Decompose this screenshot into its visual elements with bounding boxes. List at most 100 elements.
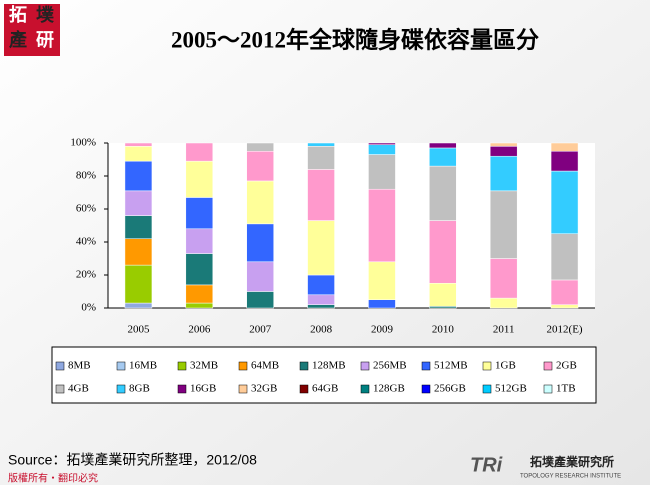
legend-swatch — [543, 384, 553, 394]
y-tick-label: 40% — [76, 236, 96, 248]
bar-segment — [429, 220, 457, 284]
bar-segment — [185, 160, 214, 198]
bar-segment — [489, 297, 518, 309]
legend-swatch — [360, 384, 370, 394]
legend-label: 1GB — [495, 360, 516, 372]
legend-swatch — [116, 361, 126, 371]
legend-label: 256GB — [434, 383, 466, 395]
y-tick-label: 20% — [76, 269, 96, 281]
y-tick-label: 60% — [76, 203, 96, 215]
bar-segment — [550, 279, 579, 305]
bar-segment — [550, 142, 579, 152]
chart-title: 2005～2012年全球隨身碟依容量區分 — [171, 26, 539, 52]
bar-segment — [246, 291, 274, 309]
legend-swatch — [360, 361, 370, 371]
legend-label: 2GB — [556, 360, 577, 372]
bar-segment — [124, 302, 153, 309]
logo: 拓 墣 產 研 — [4, 4, 60, 56]
legend-label: 16GB — [190, 383, 216, 395]
bar-segment — [489, 155, 518, 192]
bar-segment — [185, 228, 214, 254]
bar-segment — [489, 258, 518, 299]
bar-segment — [307, 220, 335, 276]
legend-swatch — [482, 384, 492, 394]
bar-segment — [185, 142, 214, 162]
legend-label: 16MB — [129, 360, 157, 372]
bar-segment — [124, 142, 153, 147]
legend-label: 4GB — [68, 383, 89, 395]
bar-segment — [368, 154, 396, 190]
bar-segment — [246, 261, 274, 292]
plot-area — [108, 143, 595, 308]
bar-segment — [124, 238, 153, 266]
bar-segment — [489, 146, 518, 157]
legend-label: 64MB — [251, 360, 279, 372]
y-tick-label: 100% — [70, 137, 96, 149]
brand-english: TOPOLOGY RESEARCH INSTITUTE — [520, 474, 621, 480]
bar-segment — [185, 253, 214, 286]
legend-swatch — [421, 384, 431, 394]
bar-segment — [550, 233, 579, 281]
legend-label: 1TB — [556, 383, 576, 395]
bar-segment — [307, 274, 335, 296]
bar-segment — [368, 142, 396, 145]
bar-segment — [246, 223, 274, 263]
legend-label: 32GB — [251, 383, 277, 395]
logo-char: 墣 — [36, 5, 54, 25]
bar-segment — [489, 142, 518, 147]
bar-segment — [124, 190, 153, 216]
bar-segment — [307, 169, 335, 221]
bar-segment — [246, 151, 274, 182]
bar-segment — [429, 165, 457, 221]
legend — [51, 346, 597, 404]
legend-label: 128MB — [312, 360, 346, 372]
legend-swatch — [238, 361, 248, 371]
legend-label: 8MB — [68, 360, 91, 372]
legend-label: 32MB — [190, 360, 218, 372]
logo-box — [4, 4, 60, 56]
bar-segment — [550, 151, 579, 172]
bar-segment — [429, 142, 457, 149]
bar-segment — [368, 299, 396, 309]
legend-swatch — [116, 384, 126, 394]
legend-label: 8GB — [129, 383, 150, 395]
logo-char: 產 — [9, 29, 27, 50]
bar-segment — [246, 180, 274, 225]
bar-segment — [368, 144, 396, 155]
x-tick-label: 2012(E) — [547, 324, 583, 336]
bar-segment — [307, 304, 335, 309]
bar-segment — [124, 215, 153, 239]
legend-label: 64GB — [312, 383, 338, 395]
logo-char: 研 — [36, 30, 54, 50]
legend-swatch — [177, 361, 187, 371]
bar-segment — [550, 304, 579, 309]
source: Source：拓墣產業研究所整理，2012/08 — [8, 452, 257, 468]
legend-swatch — [543, 361, 553, 371]
x-tick-label: 2011 — [493, 324, 515, 336]
footer: 版權所有・翻印必究 — [8, 472, 98, 485]
legend-label: 128GB — [373, 383, 405, 395]
legend-swatch — [55, 384, 65, 394]
legend-label: 256MB — [373, 360, 407, 372]
bar-segment — [307, 146, 335, 170]
x-tick-label: 2005 — [127, 324, 150, 336]
bar-segment — [368, 188, 396, 263]
bar-segment — [124, 160, 153, 192]
legend-swatch — [299, 384, 309, 394]
legend-swatch — [177, 384, 187, 394]
bar-segment — [185, 302, 214, 309]
bar-segment — [307, 142, 335, 147]
legend-swatch — [55, 361, 65, 371]
legend-label: 512GB — [495, 383, 527, 395]
bar-segment — [185, 284, 214, 304]
bar-segment — [550, 170, 579, 235]
legend-swatch — [482, 361, 492, 371]
x-tick-label: 2006 — [188, 324, 211, 336]
legend-swatch — [421, 361, 431, 371]
bar-segment — [124, 146, 153, 162]
legend-label: 512MB — [434, 360, 468, 372]
bar-segment — [489, 190, 518, 259]
bar-segment — [124, 264, 153, 304]
x-tick-label: 2008 — [310, 324, 333, 336]
